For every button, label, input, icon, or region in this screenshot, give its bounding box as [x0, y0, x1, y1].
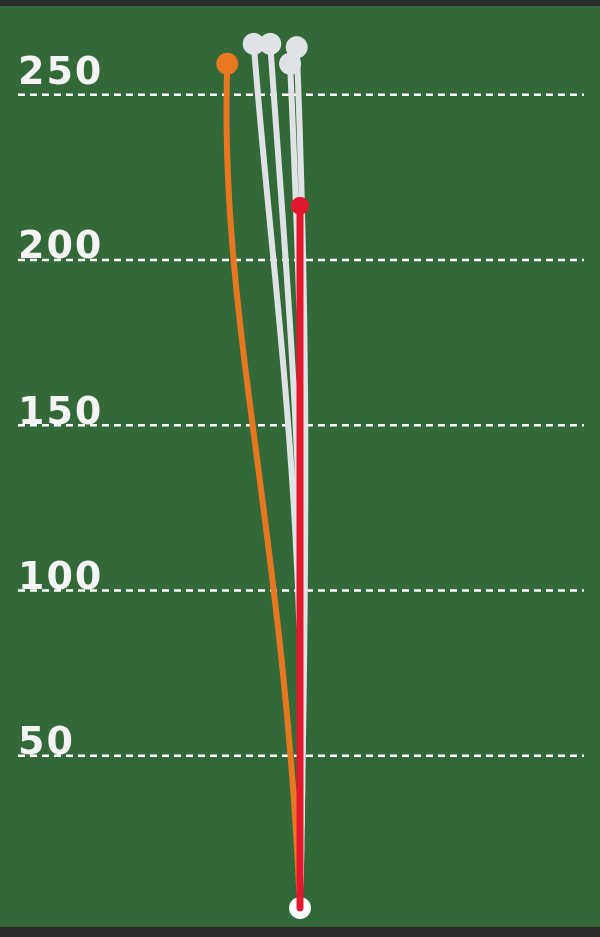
shot-trace-0 — [223, 60, 303, 911]
tick-label-50: 50 — [18, 719, 75, 763]
shot-landing-point-4[interactable] — [279, 52, 302, 75]
tick-label-150: 150 — [18, 389, 103, 433]
shot-landing-point-3[interactable] — [285, 36, 308, 59]
tick-label-100: 100 — [18, 554, 103, 598]
shot-landing-point-0[interactable] — [216, 52, 239, 75]
shot-landing-point-2[interactable] — [259, 32, 282, 55]
tick-label-250: 250 — [18, 49, 103, 93]
shot-landing-point-5[interactable] — [291, 196, 309, 215]
shot-landing-point-1[interactable] — [242, 32, 265, 55]
tick-label-200: 200 — [18, 223, 103, 267]
